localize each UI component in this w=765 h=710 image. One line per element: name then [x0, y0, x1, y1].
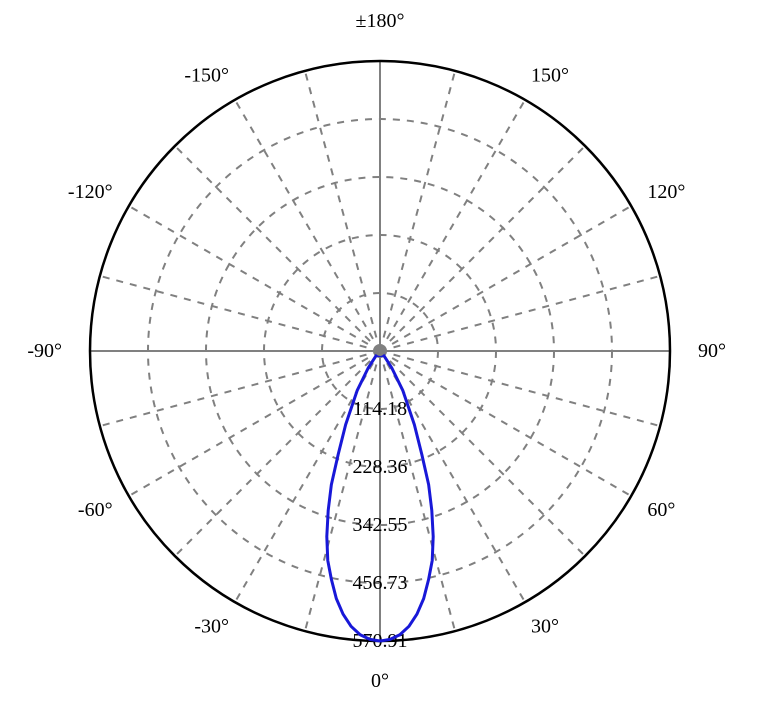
angle-label: 0° [371, 670, 389, 692]
radial-tick-label: 456.73 [353, 572, 408, 594]
radial-tick-label: 342.55 [353, 514, 408, 536]
radial-tick-label: 114.18 [353, 398, 407, 420]
angle-label: -60° [78, 499, 113, 521]
angle-label: 30° [531, 615, 559, 637]
radial-tick-label: 228.36 [353, 456, 408, 478]
angle-label: -90° [27, 340, 62, 362]
angle-label: 90° [698, 340, 726, 362]
angle-label: ±180° [356, 10, 405, 32]
angle-label: -120° [68, 181, 113, 203]
angle-label: -30° [194, 615, 229, 637]
polar-chart: ±180° 150° 120° 90° 60° 30° 0° -30° -60° -90° -120… [0, 0, 765, 710]
angle-label: 120° [647, 181, 685, 203]
angle-label: 60° [647, 499, 675, 521]
center-dot [375, 346, 385, 356]
angle-label: 150° [531, 65, 569, 87]
polar-chart-svg: ±180° 150° 120° 90° 60° 30° 0° -30° -60° -90° -120… [0, 0, 765, 710]
angle-label: -150° [184, 65, 229, 87]
